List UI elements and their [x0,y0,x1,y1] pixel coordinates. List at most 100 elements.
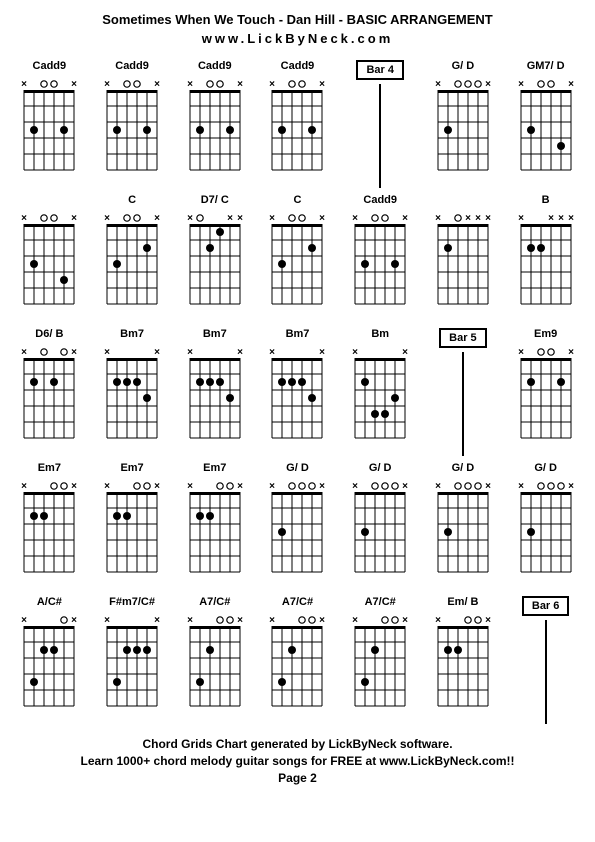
chord-cell: A7/C#×× [343,596,418,724]
open-mark [465,617,471,623]
open-mark [61,349,67,355]
open-mark [124,81,130,87]
open-mark [309,617,315,623]
chord-diagram: ×× [517,478,575,576]
chord-cell: G/ D ×× [508,462,583,590]
mute-mark: × [568,347,574,358]
chord-cell: Em7×× [95,462,170,590]
mute-mark: × [104,347,110,358]
mute-mark: × [435,213,441,224]
finger-dot [196,378,204,386]
open-mark [465,81,471,87]
finger-dot [143,244,151,252]
open-mark [299,483,305,489]
finger-dot [60,126,68,134]
mute-mark: × [320,347,326,358]
chord-name: G/ D [534,462,557,476]
page-number: Page 2 [12,770,583,787]
mute-mark: × [237,79,243,90]
open-mark [51,81,57,87]
mute-mark: × [237,615,243,626]
finger-dot [50,378,58,386]
chord-cell: B×××× [508,194,583,322]
chord-cell: ×××× [426,194,501,322]
chord-diagram: ×× [103,344,161,442]
chord-cell: A7/C#×× [177,596,252,724]
finger-dot [143,394,151,402]
finger-dot [226,126,234,134]
chord-cell: C×× [95,194,170,322]
finger-dot [30,512,38,520]
finger-dot [308,394,316,402]
chord-cell: Em9×× [508,328,583,456]
mute-mark: × [104,79,110,90]
open-mark [557,483,563,489]
mute-mark: × [435,615,441,626]
mute-mark: × [320,213,326,224]
open-mark [51,215,57,221]
open-mark [61,483,67,489]
open-mark [382,617,388,623]
mute-mark: × [237,481,243,492]
open-mark [289,483,295,489]
finger-dot [288,646,296,654]
finger-dot [123,378,131,386]
chord-cell: Bm7×× [177,328,252,456]
mute-mark: × [402,615,408,626]
open-mark [309,483,315,489]
chord-cell: Cadd9×× [95,60,170,188]
bar-line [545,620,547,724]
finger-dot [361,528,369,536]
open-mark [537,483,543,489]
chord-name: Cadd9 [115,60,149,74]
bar-label: Bar 6 [522,596,570,616]
open-mark [465,483,471,489]
finger-dot [30,378,38,386]
chord-cell: Cadd9×× [260,60,335,188]
chord-grid: Cadd9××Cadd9××Cadd9××Cadd9××Bar 4G/ D××G… [12,60,583,724]
bar-line [462,352,464,456]
finger-dot [123,512,131,520]
chord-name: C [294,194,302,208]
finger-dot [381,410,389,418]
chord-name: A7/C# [282,596,313,610]
chord-name: Em7 [38,462,61,476]
chord-name: Cadd9 [281,60,315,74]
finger-dot [113,260,121,268]
finger-dot [298,378,306,386]
open-mark [382,215,388,221]
chord-diagram: ×× [20,210,78,308]
mute-mark: × [71,481,77,492]
finger-dot [216,228,224,236]
chord-diagram: ×× [268,478,326,576]
mute-mark: × [435,481,441,492]
mute-mark: × [485,213,491,224]
mute-mark: × [187,615,193,626]
chord-name: C [128,194,136,208]
chord-cell: GM7/ D×× [508,60,583,188]
finger-dot [40,512,48,520]
bar-marker-cell: Bar 5 [426,328,501,456]
chord-diagram: ×× [268,210,326,308]
chord-diagram: ×× [186,612,244,710]
chord-diagram: ×× [351,344,409,442]
open-mark [392,617,398,623]
finger-dot [278,126,286,134]
open-mark [61,617,67,623]
open-mark [51,483,57,489]
chord-name: Bm7 [203,328,227,342]
chord-cell: D7/ C××× [177,194,252,322]
open-mark [217,617,223,623]
mute-mark: × [568,213,574,224]
open-mark [455,81,461,87]
open-mark [227,483,233,489]
mute-mark: × [475,213,481,224]
mute-mark: × [270,213,276,224]
mute-mark: × [187,347,193,358]
chord-cell: D6/ B×× [12,328,87,456]
open-mark [392,483,398,489]
mute-mark: × [402,213,408,224]
open-mark [547,349,553,355]
chord-cell: ×× [12,194,87,322]
chord-cell: Cadd9×× [12,60,87,188]
